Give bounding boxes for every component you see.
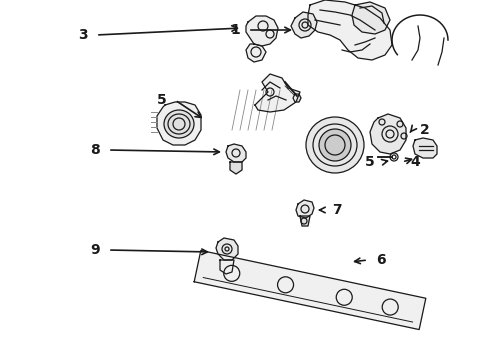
- Polygon shape: [246, 44, 266, 62]
- Polygon shape: [296, 200, 314, 218]
- Polygon shape: [255, 74, 300, 112]
- Text: 3: 3: [78, 28, 88, 42]
- Text: 5: 5: [157, 93, 167, 107]
- Polygon shape: [300, 216, 310, 226]
- Ellipse shape: [164, 110, 194, 138]
- Text: 1: 1: [230, 23, 240, 37]
- Polygon shape: [216, 238, 238, 260]
- Polygon shape: [413, 138, 437, 158]
- Polygon shape: [291, 12, 317, 38]
- Text: 2: 2: [420, 123, 430, 137]
- Circle shape: [319, 129, 351, 161]
- Text: 8: 8: [90, 143, 100, 157]
- Polygon shape: [246, 16, 278, 46]
- Polygon shape: [230, 162, 242, 174]
- Text: 7: 7: [332, 203, 342, 217]
- Polygon shape: [370, 114, 406, 154]
- Text: 4: 4: [410, 155, 420, 169]
- Polygon shape: [352, 2, 390, 34]
- Polygon shape: [293, 94, 301, 102]
- Polygon shape: [308, 0, 392, 60]
- Text: 9: 9: [90, 243, 100, 257]
- Polygon shape: [226, 144, 246, 162]
- Polygon shape: [220, 260, 234, 274]
- Ellipse shape: [306, 117, 364, 173]
- Text: 6: 6: [376, 253, 386, 267]
- Text: 5: 5: [365, 155, 375, 169]
- Polygon shape: [157, 102, 201, 145]
- Polygon shape: [194, 251, 426, 329]
